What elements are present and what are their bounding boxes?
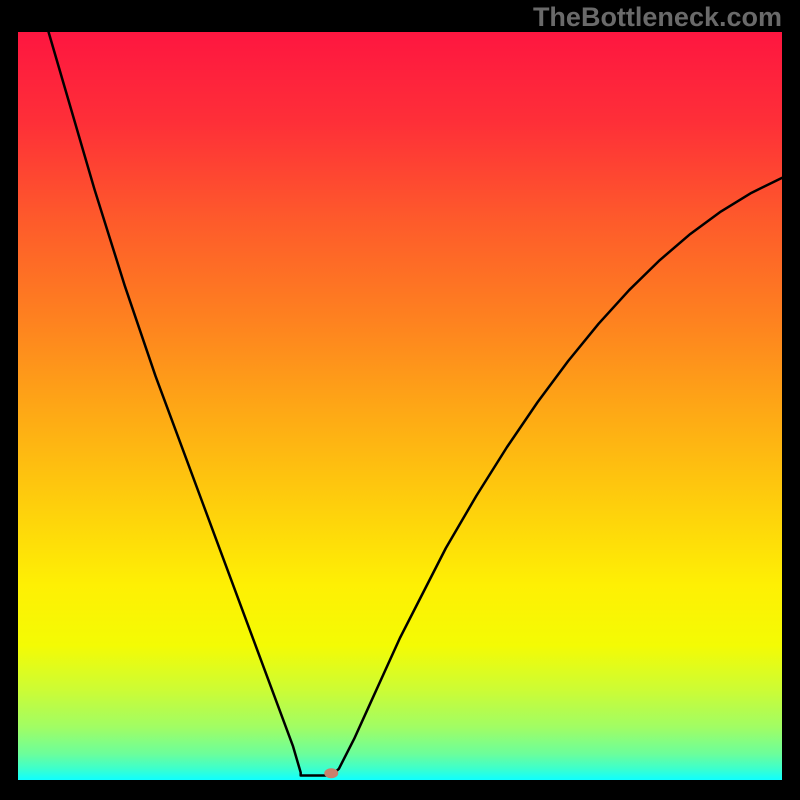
optimum-marker [324,768,338,778]
chart-background-gradient [18,32,782,780]
watermark-label: TheBottleneck.com [533,2,782,33]
chart-plot-area [18,32,782,780]
chart-svg [18,32,782,780]
